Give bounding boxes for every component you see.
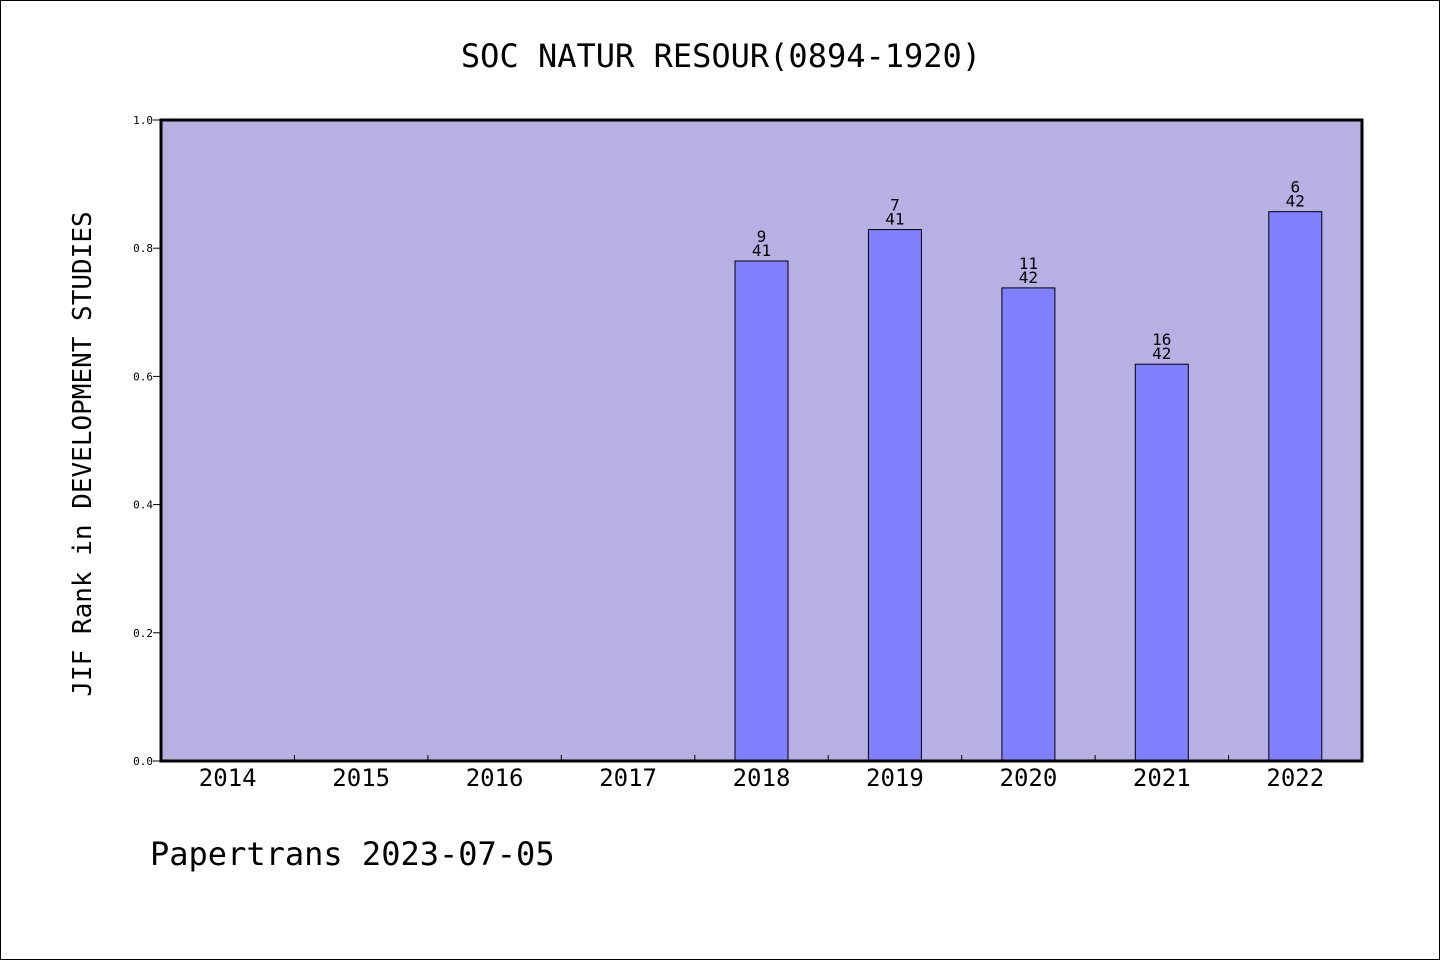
bar-2022 — [1268, 211, 1323, 762]
bar-label-total-2019: 41 — [885, 210, 904, 229]
bar-label-rank-2021: 16 — [1152, 330, 1171, 349]
x-axis: 2014 2015 2016 2017 2018 2019 2020 2021 2022 — [199, 755, 1324, 792]
bar-2019 — [867, 229, 922, 762]
bar-2020 — [1001, 287, 1056, 762]
x-tick-label-2020: 2020 — [1000, 764, 1058, 792]
y-tick-label-0.8: 0.8 — [133, 242, 153, 255]
x-tick-label-2018: 2018 — [733, 764, 791, 792]
bar-label-rank-2018: 9 — [757, 227, 767, 246]
y-tick-label-0.4: 0.4 — [133, 499, 153, 512]
x-tick-label-2014: 2014 — [199, 764, 257, 792]
x-tick-label-2021: 2021 — [1133, 764, 1191, 792]
plot-frame — [159, 118, 1364, 763]
bar-label-total-2018: 41 — [752, 241, 771, 260]
bar-label-total-2022: 42 — [1286, 192, 1305, 211]
bar-label-total-2020: 42 — [1019, 268, 1038, 287]
x-tick-label-2016: 2016 — [466, 764, 524, 792]
bar-2021 — [1134, 363, 1189, 762]
bar-label-rank-2020: 11 — [1019, 254, 1038, 273]
y-tick-label-0.0: 0.0 — [133, 755, 153, 768]
bars-layer — [734, 211, 1323, 762]
bar-label-total-2021: 42 — [1152, 344, 1171, 363]
bar-label-rank-2022: 6 — [1290, 178, 1300, 197]
y-tick-label-1.0: 1.0 — [133, 114, 153, 127]
footer-credit: Papertrans 2023-07-05 — [150, 835, 555, 873]
y-axis: 0.0 0.2 0.4 0.6 0.8 1.0 — [133, 114, 161, 768]
y-axis-label: JIF Rank in DEVELOPMENT STUDIES — [68, 211, 98, 696]
y-tick-label-0.6: 0.6 — [133, 370, 153, 383]
x-tick-label-2019: 2019 — [866, 764, 924, 792]
x-tick-label-2017: 2017 — [599, 764, 657, 792]
bar-2018 — [734, 260, 789, 762]
chart-title: SOC NATUR RESOUR(0894-1920) — [461, 37, 981, 75]
y-tick-label-0.2: 0.2 — [133, 627, 153, 640]
bar-label-rank-2019: 7 — [890, 196, 900, 215]
x-tick-label-2015: 2015 — [332, 764, 390, 792]
x-tick-label-2022: 2022 — [1266, 764, 1324, 792]
